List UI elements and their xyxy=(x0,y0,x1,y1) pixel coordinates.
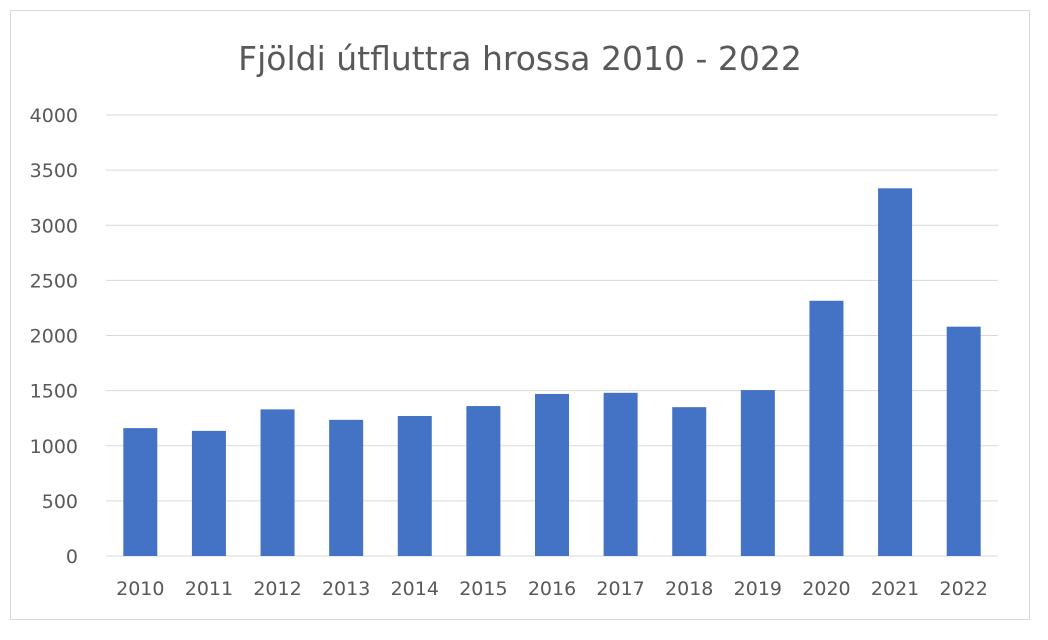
x-tick-label: 2018 xyxy=(665,578,713,600)
x-tick-label: 2022 xyxy=(940,578,988,600)
bars xyxy=(123,188,981,556)
bar-2012 xyxy=(260,409,295,556)
x-tick-label: 2020 xyxy=(802,578,850,600)
bar-2020 xyxy=(809,300,844,556)
x-tick-label: 2017 xyxy=(596,578,644,600)
chart-title: Fjöldi útfluttra hrossa 2010 - 2022 xyxy=(238,39,802,78)
bar-2022 xyxy=(946,326,981,556)
y-tick-label: 2500 xyxy=(30,270,78,292)
x-tick-label: 2011 xyxy=(185,578,233,600)
y-tick-label: 2000 xyxy=(30,326,78,348)
y-tick-label: 4000 xyxy=(30,105,78,127)
x-tick-label: 2016 xyxy=(528,578,576,600)
x-axis-ticks: 2010 2011 2012 2013 2014 2015 2016 2017 2018 2019… xyxy=(116,578,988,600)
x-tick-label: 2014 xyxy=(391,578,439,600)
bar-2015 xyxy=(466,406,501,556)
x-tick-label: 2012 xyxy=(253,578,301,600)
y-tick-label: 3000 xyxy=(30,215,78,237)
x-tick-label: 2010 xyxy=(116,578,164,600)
y-tick-label: 0 xyxy=(66,546,78,568)
y-tick-label: 500 xyxy=(42,491,78,513)
y-tick-label: 1500 xyxy=(30,381,78,403)
bar-2010 xyxy=(123,428,158,556)
bar-2011 xyxy=(191,430,226,556)
bar-2018 xyxy=(672,407,707,556)
x-tick-label: 2021 xyxy=(871,578,919,600)
x-tick-label: 2019 xyxy=(734,578,782,600)
bar-2014 xyxy=(397,415,432,556)
gridlines xyxy=(106,114,998,557)
y-tick-label: 1000 xyxy=(30,436,78,458)
bar-2016 xyxy=(535,393,569,556)
bar-2019 xyxy=(740,390,775,556)
bar-2017 xyxy=(603,392,638,556)
chart-frame xyxy=(10,10,1030,620)
bar-2013 xyxy=(329,419,364,556)
x-tick-label: 2013 xyxy=(322,578,370,600)
x-tick-label: 2015 xyxy=(459,578,507,600)
y-tick-label: 3500 xyxy=(30,160,78,182)
y-axis-ticks: 0 500 1000 1500 2000 2500 3000 3500 4000 xyxy=(30,105,78,568)
bar-2021 xyxy=(878,188,913,556)
